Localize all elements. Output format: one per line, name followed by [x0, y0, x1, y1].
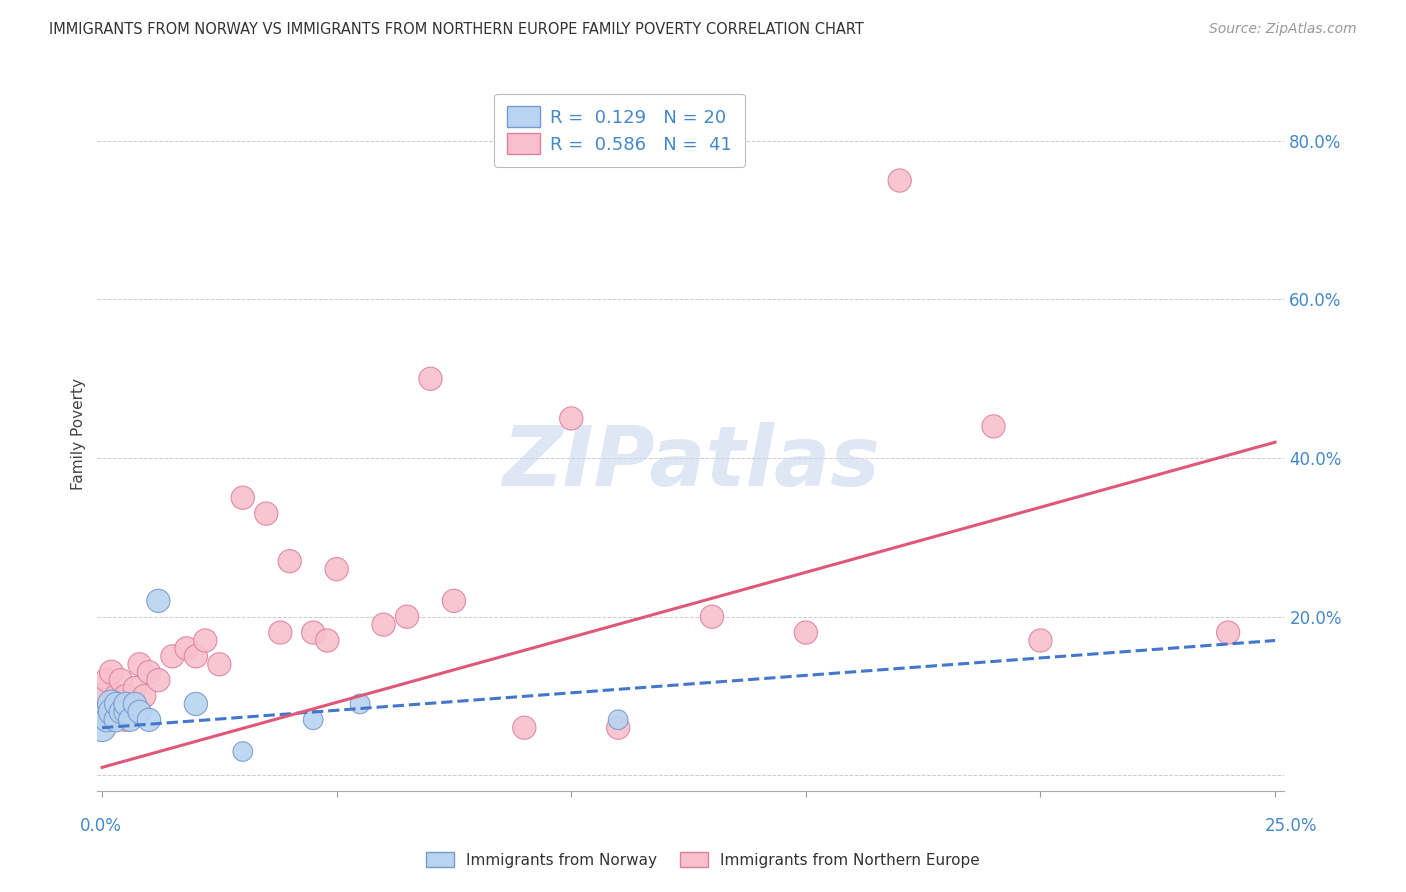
Point: [395, 609, 418, 624]
Point: [983, 419, 1005, 434]
Point: [443, 594, 465, 608]
Point: [110, 673, 132, 687]
Point: [162, 649, 184, 664]
Point: [128, 705, 150, 719]
Point: [148, 673, 170, 687]
Point: [100, 697, 122, 711]
Point: [105, 697, 128, 711]
Point: [794, 625, 817, 640]
Point: [232, 491, 254, 505]
Point: [700, 609, 723, 624]
Point: [184, 649, 207, 664]
Point: [120, 713, 142, 727]
Point: [124, 697, 146, 711]
Point: [278, 554, 301, 568]
Point: [302, 625, 325, 640]
Point: [607, 721, 630, 735]
Point: [105, 713, 128, 727]
Text: Source: ZipAtlas.com: Source: ZipAtlas.com: [1209, 22, 1357, 37]
Point: [302, 713, 325, 727]
Point: [105, 689, 128, 703]
Point: [120, 697, 142, 711]
Point: [134, 689, 156, 703]
Point: [114, 689, 136, 703]
Point: [96, 713, 118, 727]
Point: [114, 705, 136, 719]
Point: [96, 673, 118, 687]
Point: [419, 372, 441, 386]
Point: [254, 507, 277, 521]
Point: [184, 697, 207, 711]
Point: [138, 665, 160, 680]
Point: [96, 705, 118, 719]
Point: [176, 641, 198, 656]
Point: [232, 745, 254, 759]
Point: [148, 594, 170, 608]
Point: [124, 681, 146, 695]
Text: 0.0%: 0.0%: [80, 817, 122, 835]
Point: [560, 411, 582, 425]
Point: [138, 713, 160, 727]
Text: IMMIGRANTS FROM NORWAY VS IMMIGRANTS FROM NORTHERN EUROPE FAMILY POVERTY CORRELA: IMMIGRANTS FROM NORWAY VS IMMIGRANTS FRO…: [49, 22, 865, 37]
Y-axis label: Family Poverty: Family Poverty: [72, 378, 86, 491]
Point: [373, 617, 395, 632]
Point: [889, 173, 911, 187]
Point: [91, 689, 114, 703]
Point: [194, 633, 217, 648]
Point: [96, 713, 118, 727]
Point: [316, 633, 339, 648]
Text: ZIPatlas: ZIPatlas: [502, 422, 880, 503]
Point: [114, 713, 136, 727]
Point: [91, 721, 114, 735]
Point: [269, 625, 291, 640]
Point: [100, 665, 122, 680]
Point: [110, 705, 132, 719]
Point: [1216, 625, 1239, 640]
Point: [1029, 633, 1052, 648]
Point: [607, 713, 630, 727]
Point: [110, 705, 132, 719]
Text: 25.0%: 25.0%: [1264, 817, 1317, 835]
Point: [100, 705, 122, 719]
Legend: R =  0.129   N = 20, R =  0.586   N =  41: R = 0.129 N = 20, R = 0.586 N = 41: [495, 94, 745, 167]
Point: [114, 697, 136, 711]
Point: [325, 562, 347, 576]
Point: [100, 705, 122, 719]
Point: [208, 657, 231, 672]
Point: [513, 721, 536, 735]
Point: [349, 697, 371, 711]
Point: [128, 657, 150, 672]
Legend: Immigrants from Norway, Immigrants from Northern Europe: Immigrants from Norway, Immigrants from …: [420, 846, 986, 873]
